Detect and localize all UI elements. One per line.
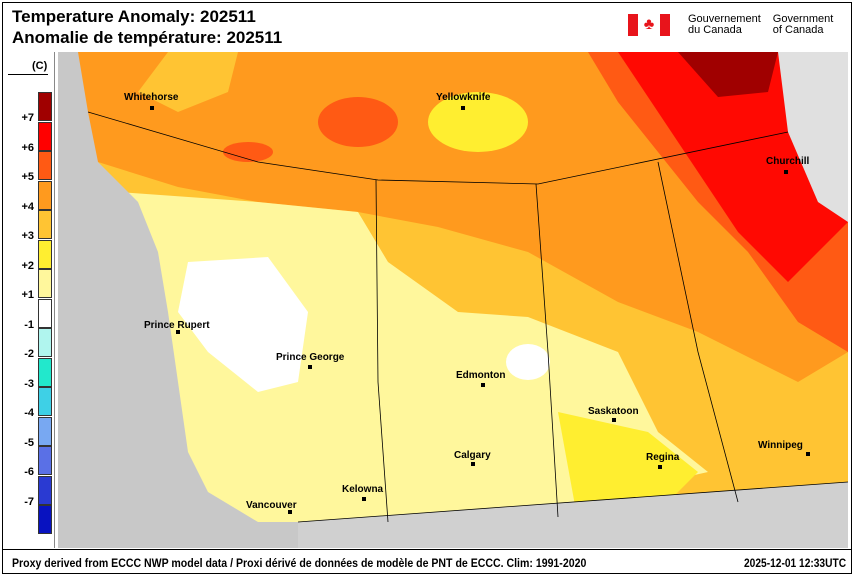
legend-bin xyxy=(38,387,52,416)
legend-bin xyxy=(38,121,52,151)
city-marker xyxy=(658,465,662,469)
city-label: Vancouver xyxy=(246,500,297,511)
anomaly-plus3 xyxy=(138,52,238,112)
anomaly-plus5 xyxy=(318,97,398,147)
footer-divider xyxy=(2,549,852,550)
legend-label: +5 xyxy=(21,171,34,183)
city-label: Calgary xyxy=(454,450,491,461)
city-label: Edmonton xyxy=(456,370,505,381)
gov-en-1: Government xyxy=(772,13,834,25)
anomaly-map: Whitehorse Yellowknife Churchill Prince Rup… xyxy=(58,52,848,548)
legend-bin xyxy=(38,180,52,210)
legend-label: -2 xyxy=(24,348,34,360)
gov-fr-2: du Canada xyxy=(688,24,742,36)
united-states xyxy=(298,482,848,548)
hudson-bay xyxy=(778,52,848,222)
city-label: Prince Rupert xyxy=(144,320,210,331)
government-signature: ♣ Gouvernement du Canada Government of Can… xyxy=(628,14,833,36)
legend-label: +6 xyxy=(21,141,34,154)
legend-bin xyxy=(38,357,52,387)
city-label: Regina xyxy=(646,452,680,463)
city-label: Whitehorse xyxy=(124,92,179,103)
legend-bin xyxy=(38,446,52,475)
city-marker xyxy=(288,510,292,514)
legend-bin xyxy=(38,328,52,357)
title-english: Temperature Anomaly: 202511 xyxy=(12,7,256,26)
city-marker xyxy=(308,365,312,369)
province-borders xyxy=(87,111,848,523)
legend-label: +2 xyxy=(21,259,34,272)
legend-label: -3 xyxy=(24,377,34,390)
city-label: Prince George xyxy=(276,352,345,363)
legend-bin xyxy=(38,269,52,298)
legend-bin xyxy=(38,239,52,269)
legend-label: -4 xyxy=(24,407,34,419)
city-label: Kelowna xyxy=(342,484,384,495)
legend-bin xyxy=(38,505,52,534)
city-marker xyxy=(612,418,616,422)
city-marker xyxy=(461,106,465,110)
city-marker xyxy=(150,106,154,110)
legend-label: -1 xyxy=(24,318,34,331)
gov-en-2: of Canada xyxy=(772,24,824,36)
gov-fr-1: Gouvernement xyxy=(688,13,761,25)
city-label: Winnipeg xyxy=(758,440,803,451)
legend-label: -7 xyxy=(24,495,34,508)
legend-label: -6 xyxy=(24,466,34,478)
anomaly-plus2 xyxy=(558,412,698,522)
anomaly-plus2 xyxy=(428,92,528,152)
legend-label: +4 xyxy=(21,200,34,213)
legend-unit: (C) xyxy=(32,60,48,72)
legend-label: +3 xyxy=(21,230,34,242)
city-marker xyxy=(806,452,810,456)
city-marker xyxy=(176,330,180,334)
legend-bin xyxy=(38,298,52,328)
city-label: Yellowknife xyxy=(436,92,491,103)
legend-bin xyxy=(38,416,52,446)
color-legend: (C) +7 +6 +5 +4 +3 +2 +1 -1 -2 -3 -4 -5 -6 -7 xyxy=(6,52,55,548)
city-marker xyxy=(481,383,485,387)
anomaly-near-normal xyxy=(178,257,308,392)
data-source-note: Proxy derived from ECCC NWP model data /… xyxy=(12,556,587,570)
legend-bin xyxy=(38,151,52,180)
timestamp: 2025-12-01 12:33UTC xyxy=(743,556,846,570)
legend-divider xyxy=(8,74,48,75)
city-marker xyxy=(362,497,366,501)
title-french: Anomalie de température: 202511 xyxy=(12,28,283,47)
city-marker xyxy=(784,170,788,174)
city-markers: Whitehorse Yellowknife Churchill Prince Rup… xyxy=(124,92,810,514)
legend-label: -5 xyxy=(24,436,34,449)
city-label: Saskatoon xyxy=(588,406,639,417)
legend-bin xyxy=(38,475,52,505)
legend-label: +1 xyxy=(21,289,34,301)
canada-flag-icon: ♣ xyxy=(628,14,670,36)
anomaly-near-normal xyxy=(506,344,550,380)
pacific-ocean xyxy=(58,52,298,548)
legend-bin xyxy=(38,92,52,121)
anomaly-plus7 xyxy=(678,52,778,97)
legend-bin xyxy=(38,210,52,239)
city-label: Churchill xyxy=(766,156,810,167)
city-marker xyxy=(471,462,475,466)
legend-label: +7 xyxy=(21,112,34,124)
anomaly-plus5 xyxy=(223,142,273,162)
